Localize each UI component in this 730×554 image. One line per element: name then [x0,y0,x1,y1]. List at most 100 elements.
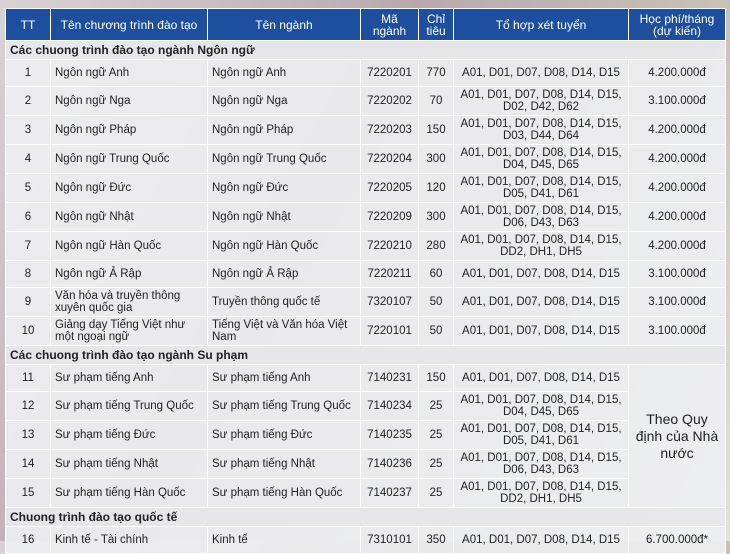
cell: 2 [5,86,51,116]
data-row: 6 Ngôn ngữ Nhật Ngôn ngữ Nhật 7220209 300 A01… [5,202,726,232]
cell: Ngôn ngữ Anh [50,59,208,87]
cell: Sư phạm tiếng Trung Quốc [207,391,361,421]
cell: A01, D01, D07, D08, D14, D15, D05, D41, … [453,420,629,450]
cell: 6.700.000đ* [628,526,726,554]
cell: Giảng dạy Tiếng Việt như một ngoại ngữ [50,316,208,346]
cell: 7320107 [360,287,419,317]
cell: Ngôn ngữ Pháp [50,115,208,145]
section-title: Các chuong trình đào tạo ngành Su phạm [5,345,726,365]
cell: Ngôn ngữ Hàn Quốc [50,231,208,261]
cell: 280 [418,231,454,261]
cell: 4.200.000đ [628,231,726,261]
cell: A01, D01, D07, D08, D14, D15, D06, D43, … [453,449,629,479]
cell: 7220201 [360,59,419,87]
cell: Ngôn ngữ Trung Quốc [207,144,361,174]
data-row: 13 Sư phạm tiếng Đức Sư phạm tiếng Đức 7140… [5,420,726,450]
cell: Tiếng Việt và Văn hóa Việt Nam [207,316,361,346]
cell: Sư phạm tiếng Hàn Quốc [50,478,208,508]
cell: Ngôn ngữ Hàn Quốc [207,231,361,261]
cell: 6 [5,202,51,232]
column-header: Tên chương trình đào tạo [50,8,208,41]
cell: 8 [5,260,51,288]
cell: 7220203 [360,115,419,145]
cell: 50 [418,287,454,317]
cell: 25 [418,391,454,421]
fee-cell: Theo Quy định của Nhà nước [628,364,726,508]
data-row: 8 Ngôn ngữ Ả Rập Ngôn ngữ Ả Rập 7220211 60 A0… [5,260,726,288]
table-body: Các chuong trình đào tạo ngành Ngôn ngữ 1… [5,40,726,554]
cell: 16 [5,526,51,554]
cell: 300 [418,202,454,232]
cell: A01, D01, D07, D08, D14, D15 [453,59,629,87]
cell: 7140235 [360,420,419,450]
cell: A01, D01, D07, D08, D14, D15 [453,287,629,317]
column-header: TT [5,8,51,41]
cell: A01, D01, D07, D08, D14, D15 [453,260,629,288]
section-row: Các chuong trình đào tạo ngành Su phạm [5,345,726,365]
data-row: 12 Sư phạm tiếng Trung Quốc Sư phạm tiếng … [5,391,726,421]
data-row: 10 Giảng dạy Tiếng Việt như một ngoại ngữ… [5,316,726,346]
cell: A01, D01, D07, D08, D14, D15 [453,526,629,554]
cell: 7140234 [360,391,419,421]
cell: 50 [418,316,454,346]
cell: 4 [5,144,51,174]
column-header: Tên ngành [207,8,361,41]
cell: 70 [418,86,454,116]
data-row: 7 Ngôn ngữ Hàn Quốc Ngôn ngữ Hàn Quốc 72202… [5,231,726,261]
cell: 25 [418,449,454,479]
section-row: Chuong trình đào tạo quốc tế [5,507,726,527]
cell: A01, D01, D07, D08, D14, D15 [453,316,629,346]
data-row: 11 Sư phạm tiếng Anh Sư phạm tiếng Anh 7140… [5,364,726,508]
section-row: Các chuong trình đào tạo ngành Ngôn ngữ [5,40,726,60]
cell: 120 [418,173,454,203]
column-header: Tổ hợp xét tuyển [453,8,629,41]
cell: Sư phạm tiếng Nhật [50,449,208,479]
cell: Sư phạm tiếng Đức [50,420,208,450]
cell: A01, D01, D07, D08, D14, D15, D04, D45, … [453,391,629,421]
cell: 4.200.000đ [628,202,726,232]
cell: Ngôn ngữ Ả Rập [207,260,361,288]
cell: 150 [418,364,454,392]
cell: 12 [5,391,51,421]
header-row: TT Tên chương trình đào tạo Tên ngành Mã ng… [5,8,726,41]
cell: Sư phạm tiếng Đức [207,420,361,450]
cell: Truyền thông quốc tế [207,287,361,317]
cell: A01, D01, D07, D08, D14, D15, DD2, DH1, … [453,231,629,261]
cell: Văn hóa và truyền thông xuyên quốc gia [50,287,208,317]
cell: Ngôn ngữ Anh [207,59,361,87]
cell: Sư phạm tiếng Trung Quốc [50,391,208,421]
cell: A01, D01, D07, D08, D14, D15, D06, D43, … [453,202,629,232]
cell: A01, D01, D07, D08, D14, D15, DD2, DH1, … [453,478,629,508]
cell: 7220205 [360,173,419,203]
cell: Ngôn ngữ Pháp [207,115,361,145]
cell: A01, D01, D07, D08, D14, D15, D03, D44, … [453,115,629,145]
cell: 7220209 [360,202,419,232]
cell: A01, D01, D07, D08, D14, D15, D02, D42, … [453,86,629,116]
column-header: Mã ngành [360,8,419,41]
cell: Kinh tế - Tài chính [50,526,208,554]
column-header: Chỉ tiêu [418,8,454,41]
column-header: Học phí/tháng (dự kiến) [628,8,726,41]
admission-table: TT Tên chương trình đào tạo Tên ngành Mã ng… [5,8,726,554]
cell: Ngôn ngữ Ả Rập [50,260,208,288]
cell: 4.200.000đ [628,59,726,87]
cell: 7220202 [360,86,419,116]
data-row: 4 Ngôn ngữ Trung Quốc Ngôn ngữ Trung Quốc 7… [5,144,726,174]
cell: 1 [5,59,51,87]
data-row: 14 Sư phạm tiếng Nhật Sư phạm tiếng Nhật 71… [5,449,726,479]
cell: Sư phạm tiếng Hàn Quốc [207,478,361,508]
cell: Ngôn ngữ Nhật [50,202,208,232]
cell: Ngôn ngữ Nhật [207,202,361,232]
cell: Ngôn ngữ Nga [207,86,361,116]
cell: 3.100.000đ [628,86,726,116]
cell: 7310101 [360,526,419,554]
cell: 7140236 [360,449,419,479]
section-title: Chuong trình đào tạo quốc tế [5,507,726,527]
cell: 4.200.000đ [628,144,726,174]
cell: 5 [5,173,51,203]
cell: 300 [418,144,454,174]
data-row: 5 Ngôn ngữ Đức Ngôn ngữ Đức 7220205 120 A01, … [5,173,726,203]
cell: 14 [5,449,51,479]
cell: Ngôn ngữ Đức [50,173,208,203]
cell: 9 [5,287,51,317]
